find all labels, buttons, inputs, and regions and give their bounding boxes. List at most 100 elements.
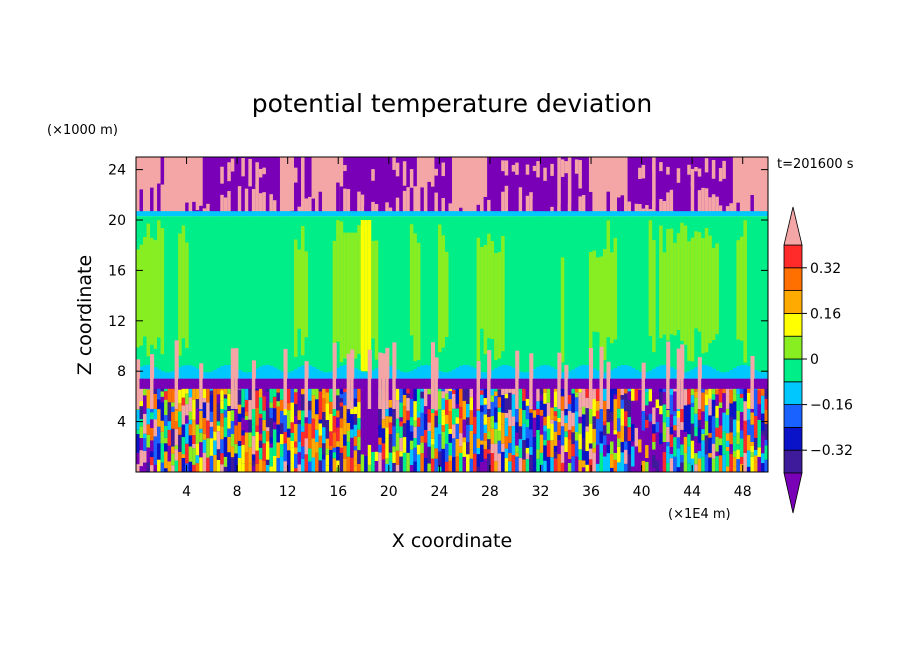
- heat-cell-interface: [174, 211, 179, 217]
- heat-cell-lower: [715, 417, 720, 428]
- heat-cell-lower: [213, 440, 218, 455]
- heat-cell-lower: [641, 430, 646, 436]
- colorbar-swatch: [783, 290, 803, 314]
- heat-cell-lower: [638, 432, 643, 440]
- heat-cell-lower: [483, 458, 488, 472]
- heat-cell-upper: [392, 157, 397, 170]
- heat-cell-middle: [760, 372, 766, 379]
- heat-cell-interface: [571, 211, 576, 217]
- heat-cell-lower: [381, 428, 386, 444]
- heat-cell-middle: [413, 369, 418, 379]
- heat-cell-lower: [206, 457, 211, 472]
- heat-cell-lower: [469, 458, 474, 472]
- heat-cell-upper: [420, 167, 425, 183]
- heat-cell-lower: [480, 394, 485, 406]
- heat-cell-upper: [385, 157, 390, 214]
- heat-cell-middle: [336, 220, 341, 342]
- heat-cell-upper: [592, 157, 597, 214]
- heat-cell-upper: [504, 160, 509, 176]
- heat-cell-lower: [374, 461, 379, 472]
- heat-cell-lower: [631, 466, 636, 472]
- heat-cell-lower: [329, 388, 334, 402]
- heat-cell-lower: [490, 428, 495, 444]
- heat-cell-lower: [286, 403, 292, 411]
- heat-cell-lower: [620, 395, 625, 400]
- heat-cell-middle: [673, 369, 678, 379]
- heat-cell-lower: [750, 445, 755, 453]
- heat-cell-interface: [522, 211, 527, 217]
- heat-cell-middle: [157, 369, 162, 379]
- heat-cell-lower: [645, 388, 650, 393]
- heat-cell-lower: [452, 408, 457, 425]
- heat-cell-middle: [595, 257, 601, 333]
- heat-cell-lower: [171, 428, 176, 447]
- heat-cell-middle: [648, 370, 653, 379]
- heat-cell-lower: [339, 388, 344, 395]
- heat-cell-lower: [308, 461, 313, 472]
- heat-cell-lower: [279, 399, 285, 411]
- heat-cell-lower: [265, 431, 271, 442]
- heat-cell-middle: [466, 216, 471, 377]
- heat-cell-upper: [406, 157, 411, 214]
- heat-cell-lower: [704, 454, 709, 472]
- heat-cell-middle: [444, 251, 450, 337]
- heat-cell-lower: [202, 388, 207, 399]
- heat-cell-middle: [631, 367, 636, 379]
- heat-cell-upper: [610, 157, 615, 214]
- heat-cell-interface: [494, 211, 499, 217]
- heat-cell-upper: [395, 157, 400, 214]
- heat-cell-upper: [525, 195, 530, 213]
- heat-cell-lower: [497, 389, 502, 398]
- heat-cell-lower: [525, 427, 530, 439]
- heat-cell-lower: [150, 465, 155, 472]
- heat-cell-interface: [157, 211, 162, 217]
- heat-cell-lower: [690, 440, 695, 459]
- heat-cell-upper: [578, 196, 583, 213]
- heat-cell-lower: [423, 457, 429, 472]
- heat-cell-interface: [497, 211, 502, 217]
- heat-cell-lower: [409, 378, 414, 392]
- heat-cell-middle: [690, 237, 695, 362]
- heat-cell-lower: [209, 378, 214, 392]
- heat-cell-lower: [244, 399, 249, 412]
- heat-cell-lower: [662, 378, 667, 392]
- heat-cell-middle: [346, 232, 351, 359]
- heat-cell-lower: [272, 408, 278, 422]
- heat-cell-upper: [466, 209, 471, 213]
- heat-cell-lower: [399, 437, 404, 452]
- heat-cell-lower: [652, 378, 657, 392]
- heat-cell-upper: [452, 205, 457, 213]
- heat-cell-interface: [452, 211, 457, 217]
- heat-cell-lower: [234, 348, 239, 409]
- heat-cell-lower: [276, 457, 281, 472]
- heat-cell-upper: [613, 157, 618, 214]
- heat-cell-lower: [223, 456, 228, 467]
- heat-cell-lower: [202, 417, 207, 434]
- heat-cell-interface: [466, 211, 471, 217]
- heat-cell-lower: [645, 461, 650, 472]
- heat-cell-lower: [343, 419, 348, 435]
- heat-cell-middle: [237, 216, 242, 377]
- heat-cell-upper: [272, 157, 278, 214]
- heat-cell-lower: [511, 455, 516, 472]
- heat-cell-lower: [188, 461, 193, 472]
- heat-cell-upper: [381, 201, 386, 213]
- heat-cell-lower: [262, 378, 267, 392]
- heat-cell-lower: [729, 378, 734, 392]
- heat-cell-lower: [466, 442, 471, 455]
- heat-cell-upper: [546, 204, 551, 213]
- heat-cell-interface: [617, 211, 622, 217]
- heat-cell-interface: [209, 211, 214, 217]
- heat-cell-lower: [255, 388, 260, 391]
- heat-cell-upper: [353, 157, 358, 214]
- heat-cell-lower: [171, 411, 176, 429]
- heat-cell-lower: [262, 461, 267, 472]
- heat-cell-lower: [648, 430, 653, 447]
- heat-cell-upper: [567, 157, 572, 214]
- heat-cell-upper: [164, 157, 169, 214]
- heat-cell-lower: [574, 456, 579, 472]
- heat-cell-lower: [666, 462, 671, 472]
- heat-cell-lower: [265, 391, 271, 408]
- heat-cell-lower: [687, 404, 692, 421]
- heat-cell-lower: [746, 378, 752, 392]
